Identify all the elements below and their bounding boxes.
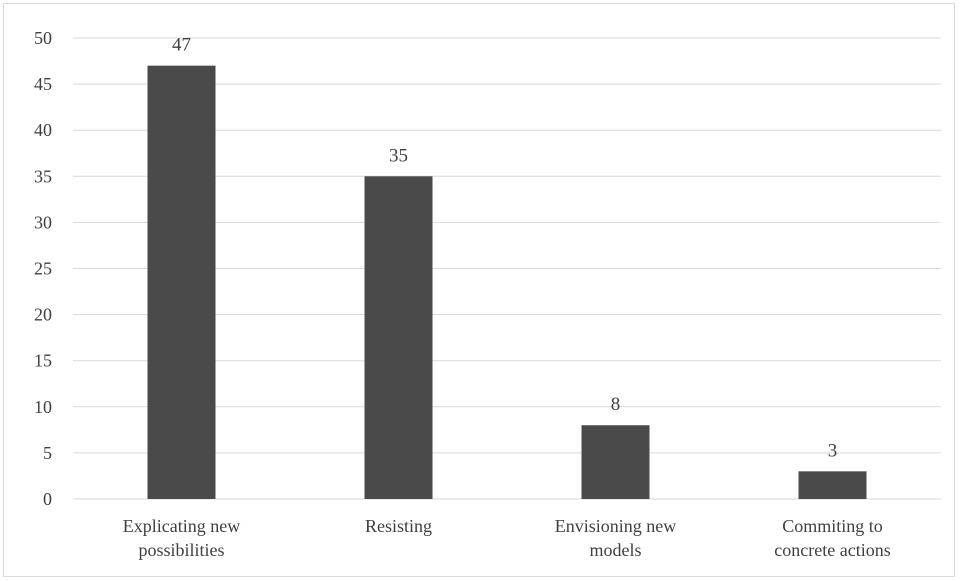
bar-1 <box>147 65 216 499</box>
y-tick-label-5: 5 <box>43 443 52 463</box>
y-tick-label-30: 30 <box>34 212 52 232</box>
y-tick-label-35: 35 <box>34 166 52 186</box>
bar-4 <box>798 471 867 499</box>
x-tick-label-2-line-1: Resisting <box>365 516 432 536</box>
data-label-3: 8 <box>611 394 621 415</box>
x-tick-label-3-line-2: models <box>590 540 642 560</box>
x-tick-label-1-line-2: possibilities <box>138 540 224 560</box>
y-tick-label-15: 15 <box>34 351 52 371</box>
y-tick-label-10: 10 <box>34 397 52 417</box>
data-label-2: 35 <box>389 145 408 166</box>
y-tick-label-20: 20 <box>34 305 52 325</box>
x-tick-label-1-line-1: Explicating new <box>123 516 240 536</box>
y-tick-label-40: 40 <box>34 120 52 140</box>
y-tick-label-50: 50 <box>34 28 52 48</box>
x-tick-label-4-line-1: Commiting to <box>782 516 883 536</box>
y-tick-label-0: 0 <box>43 489 52 509</box>
x-tick-label-4-line-2: concrete actions <box>774 540 890 560</box>
bar-2 <box>364 176 433 500</box>
y-tick-label-45: 45 <box>34 74 52 94</box>
x-tick-label-3-line-1: Envisioning new <box>555 516 677 536</box>
data-label-4: 3 <box>828 440 838 461</box>
data-label-1: 47 <box>172 35 191 56</box>
y-tick-label-25: 25 <box>34 259 52 279</box>
bar-3 <box>581 425 650 499</box>
